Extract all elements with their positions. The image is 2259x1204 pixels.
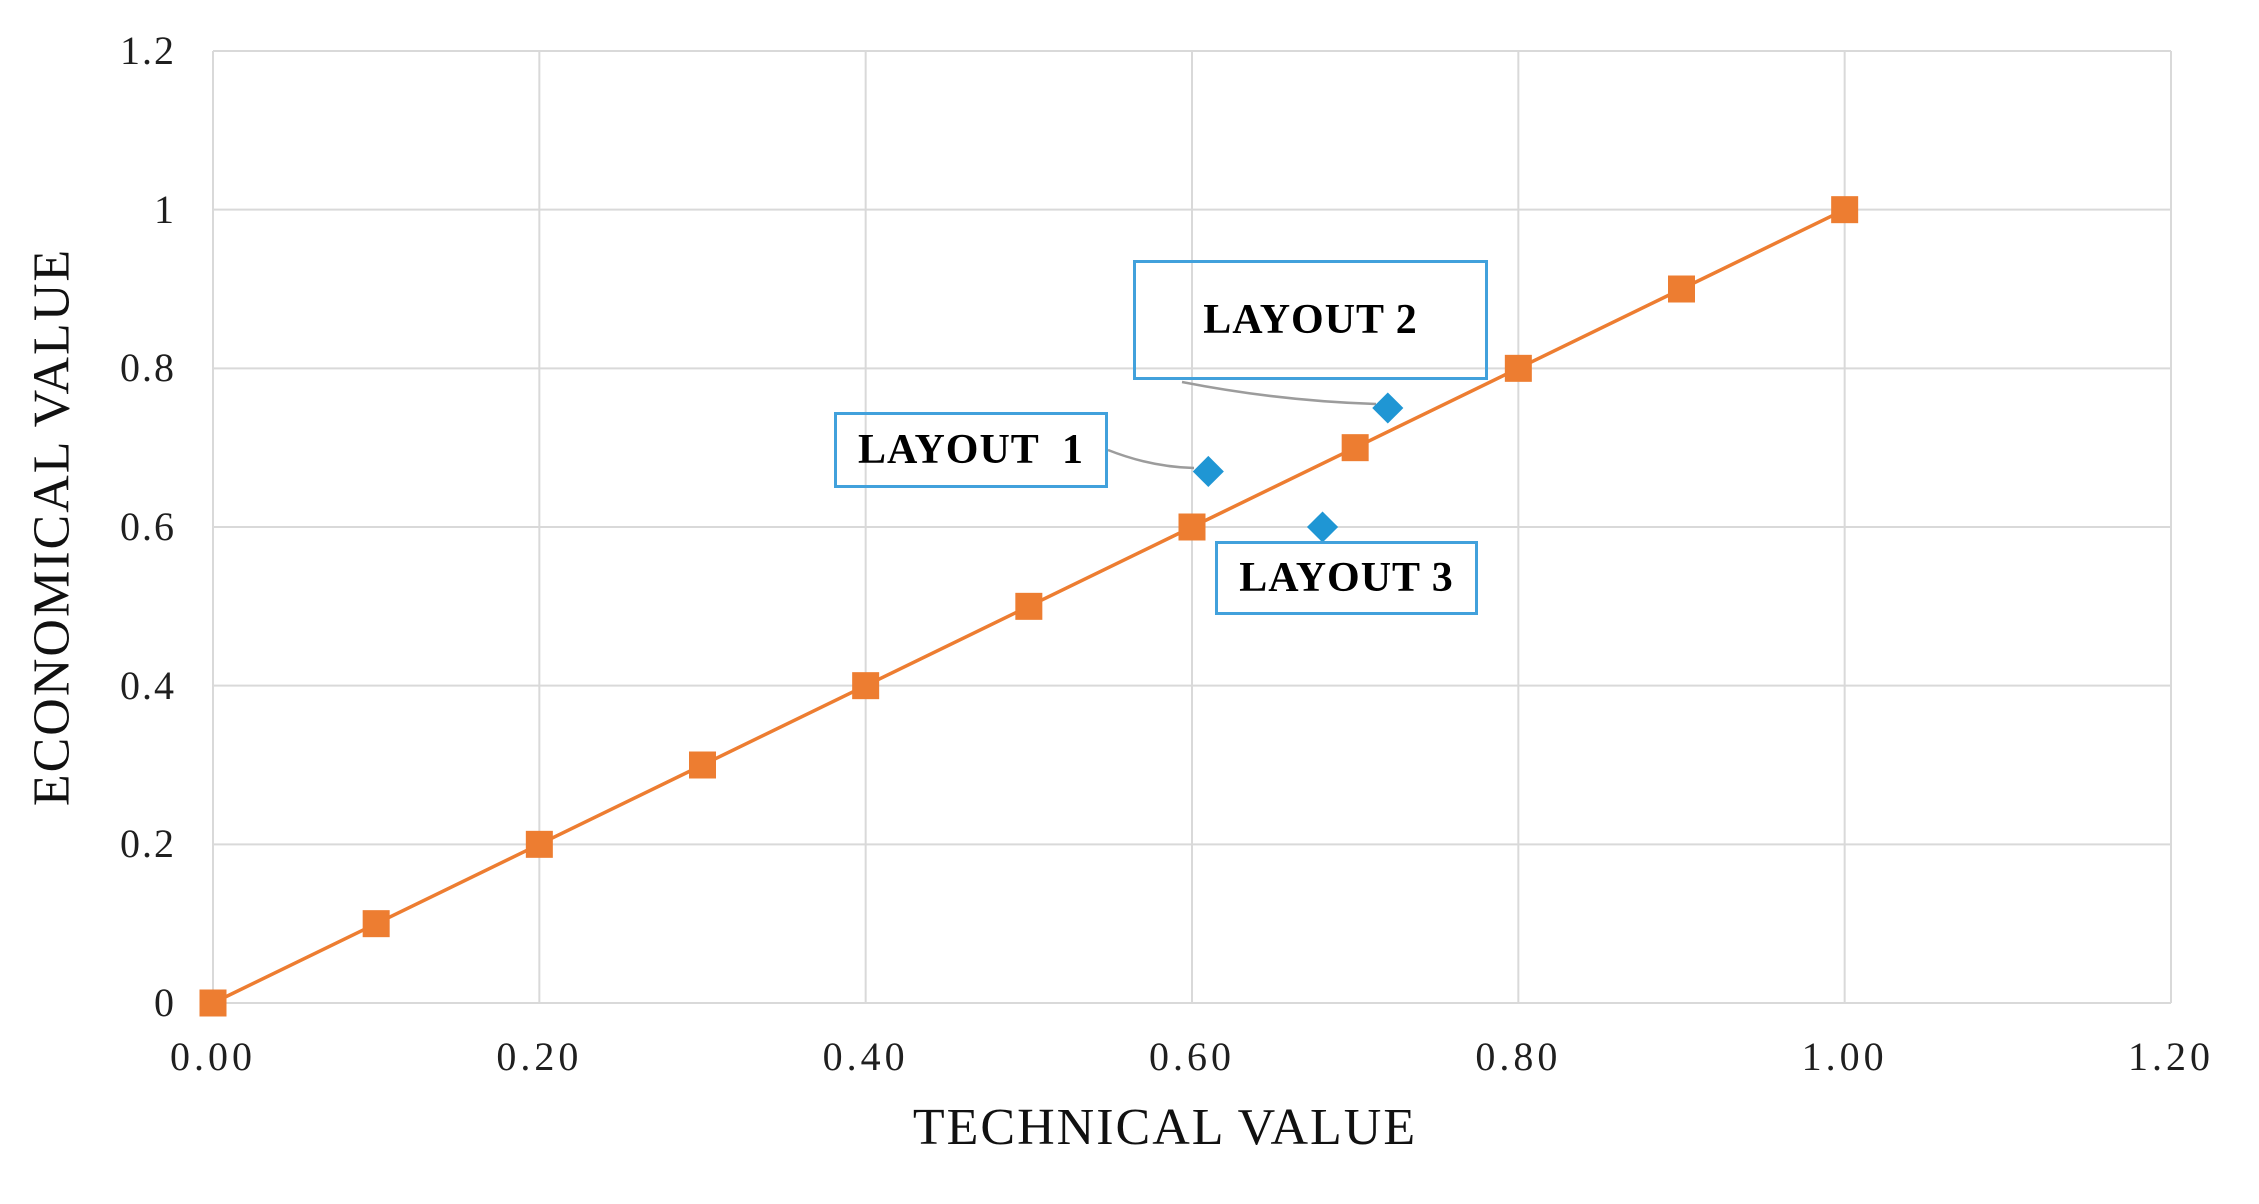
- series-marker-square: [199, 989, 227, 1017]
- series-marker-square: [1831, 196, 1859, 224]
- y-tick-label: 0: [154, 980, 176, 1025]
- x-tick-label: 0.40: [822, 1034, 909, 1079]
- y-tick-label: 0.6: [120, 504, 176, 549]
- series-marker-square: [362, 910, 390, 938]
- y-tick-label: 1: [154, 186, 176, 232]
- x-tick-label: 0.20: [496, 1034, 583, 1079]
- layout-point-diamond: [1192, 455, 1224, 488]
- series-marker-square: [689, 751, 716, 779]
- x-tick-label: 0.60: [1149, 1034, 1235, 1079]
- callout-label: LAYOUT 1: [857, 427, 1085, 473]
- callout-leader-line: [1181, 380, 1377, 406]
- series-marker-square: [1015, 592, 1043, 620]
- callout-box: LAYOUT 2: [1133, 260, 1488, 380]
- x-tick-label: 0.80: [1475, 1034, 1562, 1079]
- series-marker-square: [852, 672, 880, 700]
- series-marker-square: [525, 830, 553, 858]
- callout-box: LAYOUT 1: [834, 412, 1108, 488]
- callout-label: LAYOUT 3: [1239, 555, 1454, 601]
- layout-point-diamond: [1372, 392, 1404, 424]
- x-tick-label: 0.00: [170, 1034, 256, 1079]
- series-marker-square: [1668, 275, 1695, 303]
- y-tick-label: 0.8: [120, 345, 176, 391]
- series-marker-square: [1341, 434, 1369, 462]
- x-tick-label: 1.20: [2128, 1034, 2214, 1079]
- x-axis-title: TECHNICAL VALUE: [912, 1099, 1418, 1156]
- callout-leader-line: [1107, 448, 1195, 470]
- layout-point-diamond: [1306, 511, 1339, 543]
- y-tick-label: 1.2: [120, 28, 176, 73]
- x-tick-label: 1.00: [1801, 1034, 1888, 1079]
- callout-label: LAYOUT 2: [1203, 297, 1418, 343]
- y-tick-label: 0.4: [120, 662, 176, 708]
- callout-box: LAYOUT 3: [1215, 541, 1478, 615]
- y-tick-label: 0.2: [120, 821, 176, 867]
- series-marker-square: [1178, 513, 1206, 541]
- series-marker-square: [1504, 354, 1532, 382]
